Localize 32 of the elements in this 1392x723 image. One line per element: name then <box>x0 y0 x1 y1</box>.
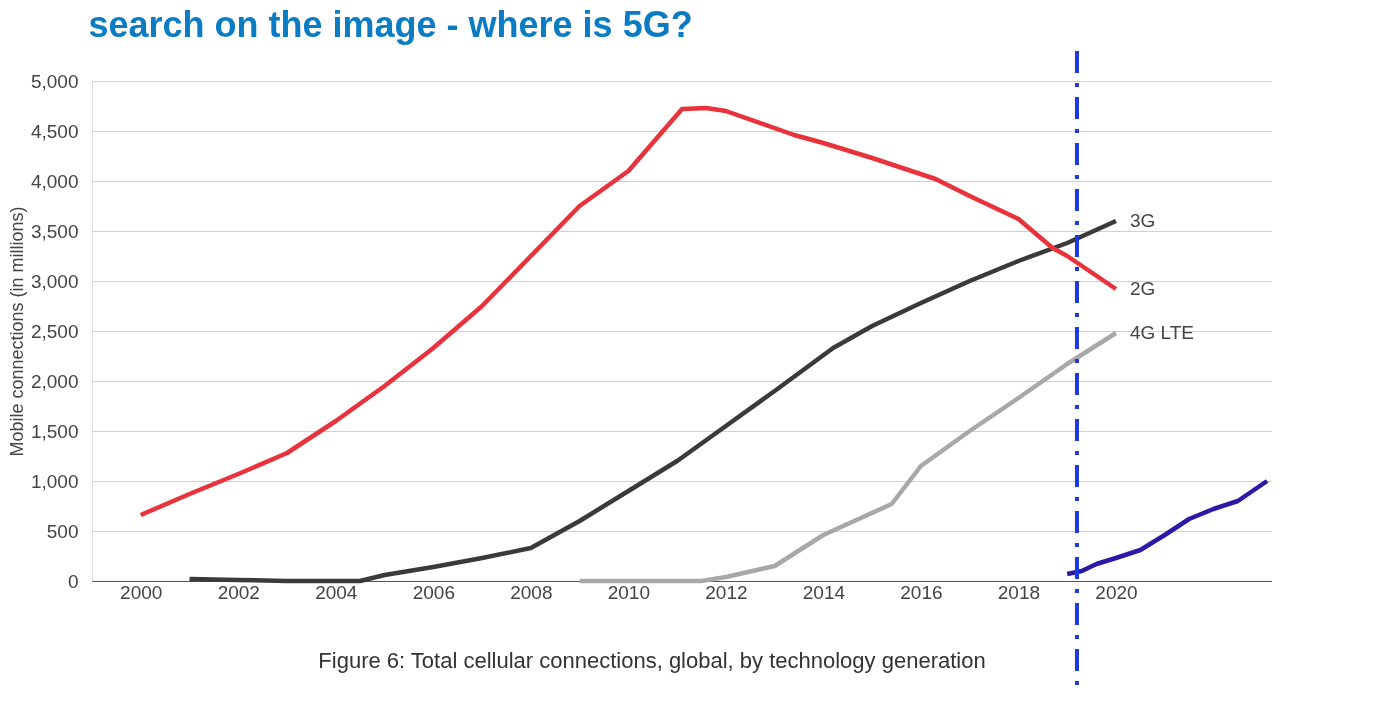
line-series <box>1064 478 1270 577</box>
x-tick-label: 2018 <box>997 581 1041 603</box>
y-axis-title: Mobile connections (in millions) <box>6 206 27 457</box>
line-series <box>138 105 1119 518</box>
x-tick-label: 2010 <box>607 581 650 603</box>
x-tick-label: 2008 <box>510 581 553 603</box>
y-tick-label: 2,000 <box>30 370 79 392</box>
series-label: 2G <box>1129 278 1156 299</box>
series-label: 4G LTE <box>1129 322 1195 343</box>
line-series <box>187 218 1119 584</box>
x-tick-label: 2006 <box>412 581 455 603</box>
x-tick-label: 2016 <box>900 581 943 603</box>
x-tick-label: 2004 <box>315 581 358 603</box>
chart-title: search on the image - where is 5G? <box>88 4 693 45</box>
x-tick-label: 2014 <box>802 581 846 603</box>
y-tick-label: 1,000 <box>30 470 79 492</box>
y-tick-label: 500 <box>46 520 79 542</box>
y-tick-label: 0 <box>67 570 79 592</box>
y-tick-label: 3,500 <box>30 220 79 242</box>
y-tick-label: 2,500 <box>30 320 79 342</box>
series-label: 3G <box>1129 210 1156 231</box>
y-tick-label: 5,000 <box>30 70 79 92</box>
line-series <box>577 330 1119 584</box>
caption: Figure 6: Total cellular connections, global, by technology generation <box>318 648 986 673</box>
x-tick-label: 2000 <box>120 581 163 603</box>
y-tick-label: 4,000 <box>30 170 79 192</box>
x-tick-label: 2020 <box>1095 581 1138 603</box>
y-tick-label: 3,000 <box>30 270 79 292</box>
y-tick-label: 4,500 <box>30 120 79 142</box>
y-tick-label: 1,500 <box>30 420 79 442</box>
x-tick-label: 2002 <box>217 581 260 603</box>
x-tick-label: 2012 <box>705 581 748 603</box>
